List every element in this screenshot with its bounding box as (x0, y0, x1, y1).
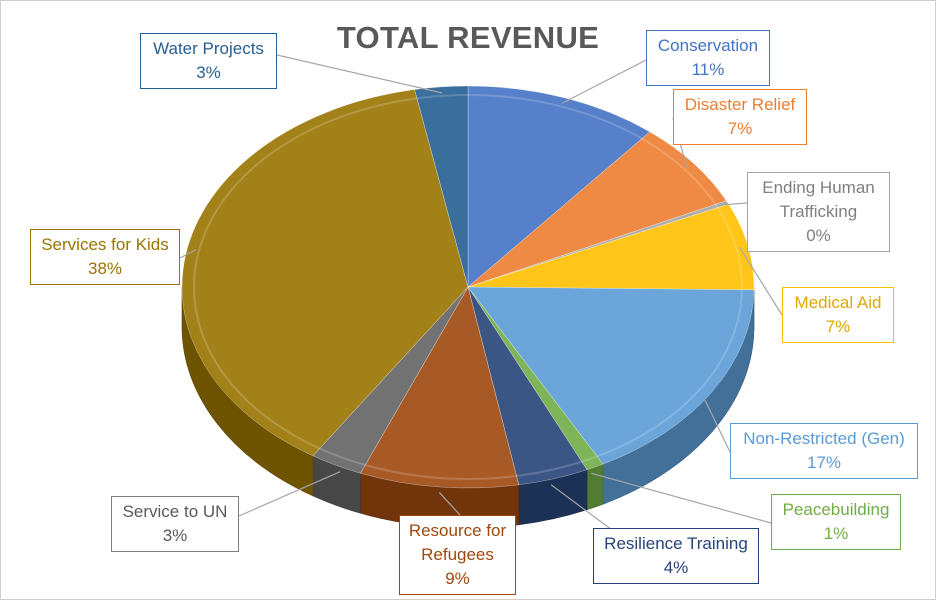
leader-line (561, 59, 647, 105)
callout-peacebuilding: Peacebuilding 1% (771, 494, 901, 550)
callout-resource-for-refugees: Resource for Refugees 9% (399, 515, 516, 595)
slice-value: 7% (727, 119, 753, 138)
pie-bevel (193, 94, 743, 480)
callout-conservation: Conservation 11% (646, 30, 770, 86)
slice-value: 1% (823, 524, 849, 543)
slice-value: 3% (162, 526, 188, 545)
slice-label: Medical Aid (794, 293, 882, 312)
slice-value: 3% (196, 63, 221, 82)
pie-top-group (181, 85, 755, 489)
callout-ending-human-trafficking: Ending Human Trafficking 0% (747, 172, 890, 252)
slice-label: Services for Kids (41, 235, 169, 254)
pie-slice-water-projects (414, 85, 469, 288)
pie-slice-conservation (467, 85, 651, 288)
pie-slice-disaster-relief (467, 131, 727, 288)
leader-line (550, 484, 613, 531)
slice-label: Disaster Relief (684, 95, 796, 114)
leader-line (719, 202, 748, 206)
slice-label: Non-Restricted (Gen) (743, 429, 905, 448)
pie-slice-resource-for-refugees (360, 286, 520, 489)
pie-side-group (181, 286, 755, 529)
slice-label: Ending Human Trafficking (762, 178, 875, 221)
chart-title: TOTAL REVENUE (336, 20, 600, 55)
callout-service-to-un: Service to UN 3% (111, 496, 239, 552)
callout-services-for-kids: Services for Kids 38% (30, 229, 180, 285)
slice-value: 11% (691, 60, 725, 79)
leader-line (704, 399, 731, 453)
callout-resilience-training: Resilience Training 4% (593, 528, 759, 584)
callout-non-restricted: Non-Restricted (Gen) 17% (730, 423, 918, 479)
callout-disaster-relief: Disaster Relief 7% (673, 89, 807, 145)
slice-label: Water Projects (153, 39, 264, 58)
slice-value: 38% (87, 259, 123, 278)
slice-label: Peacebuilding (782, 500, 890, 519)
pie-side-peacebuilding (586, 463, 604, 511)
slice-value: 7% (825, 317, 851, 336)
leader-line (438, 492, 461, 516)
slice-value: 9% (445, 569, 470, 588)
leader-line (739, 246, 783, 316)
pie-slice-non-restricted-gen- (467, 286, 755, 465)
slice-label: Resource for Refugees (408, 521, 507, 564)
slice-value: 17% (806, 453, 842, 472)
slice-label: Conservation (657, 36, 759, 55)
leader-line (591, 472, 772, 524)
pie-slice-services-for-kids (181, 89, 469, 457)
slice-label: Resilience Training (604, 534, 748, 553)
leader-line (276, 54, 443, 94)
callout-water-projects: Water Projects 3% (140, 33, 277, 89)
slice-label: Service to UN (122, 502, 228, 521)
slice-value: 4% (663, 558, 689, 577)
leader-line (238, 471, 341, 517)
leader-lines (179, 54, 783, 531)
callout-medical-aid: Medical Aid 7% (782, 287, 894, 343)
slice-value: 0% (806, 226, 831, 245)
leader-line (179, 249, 196, 259)
